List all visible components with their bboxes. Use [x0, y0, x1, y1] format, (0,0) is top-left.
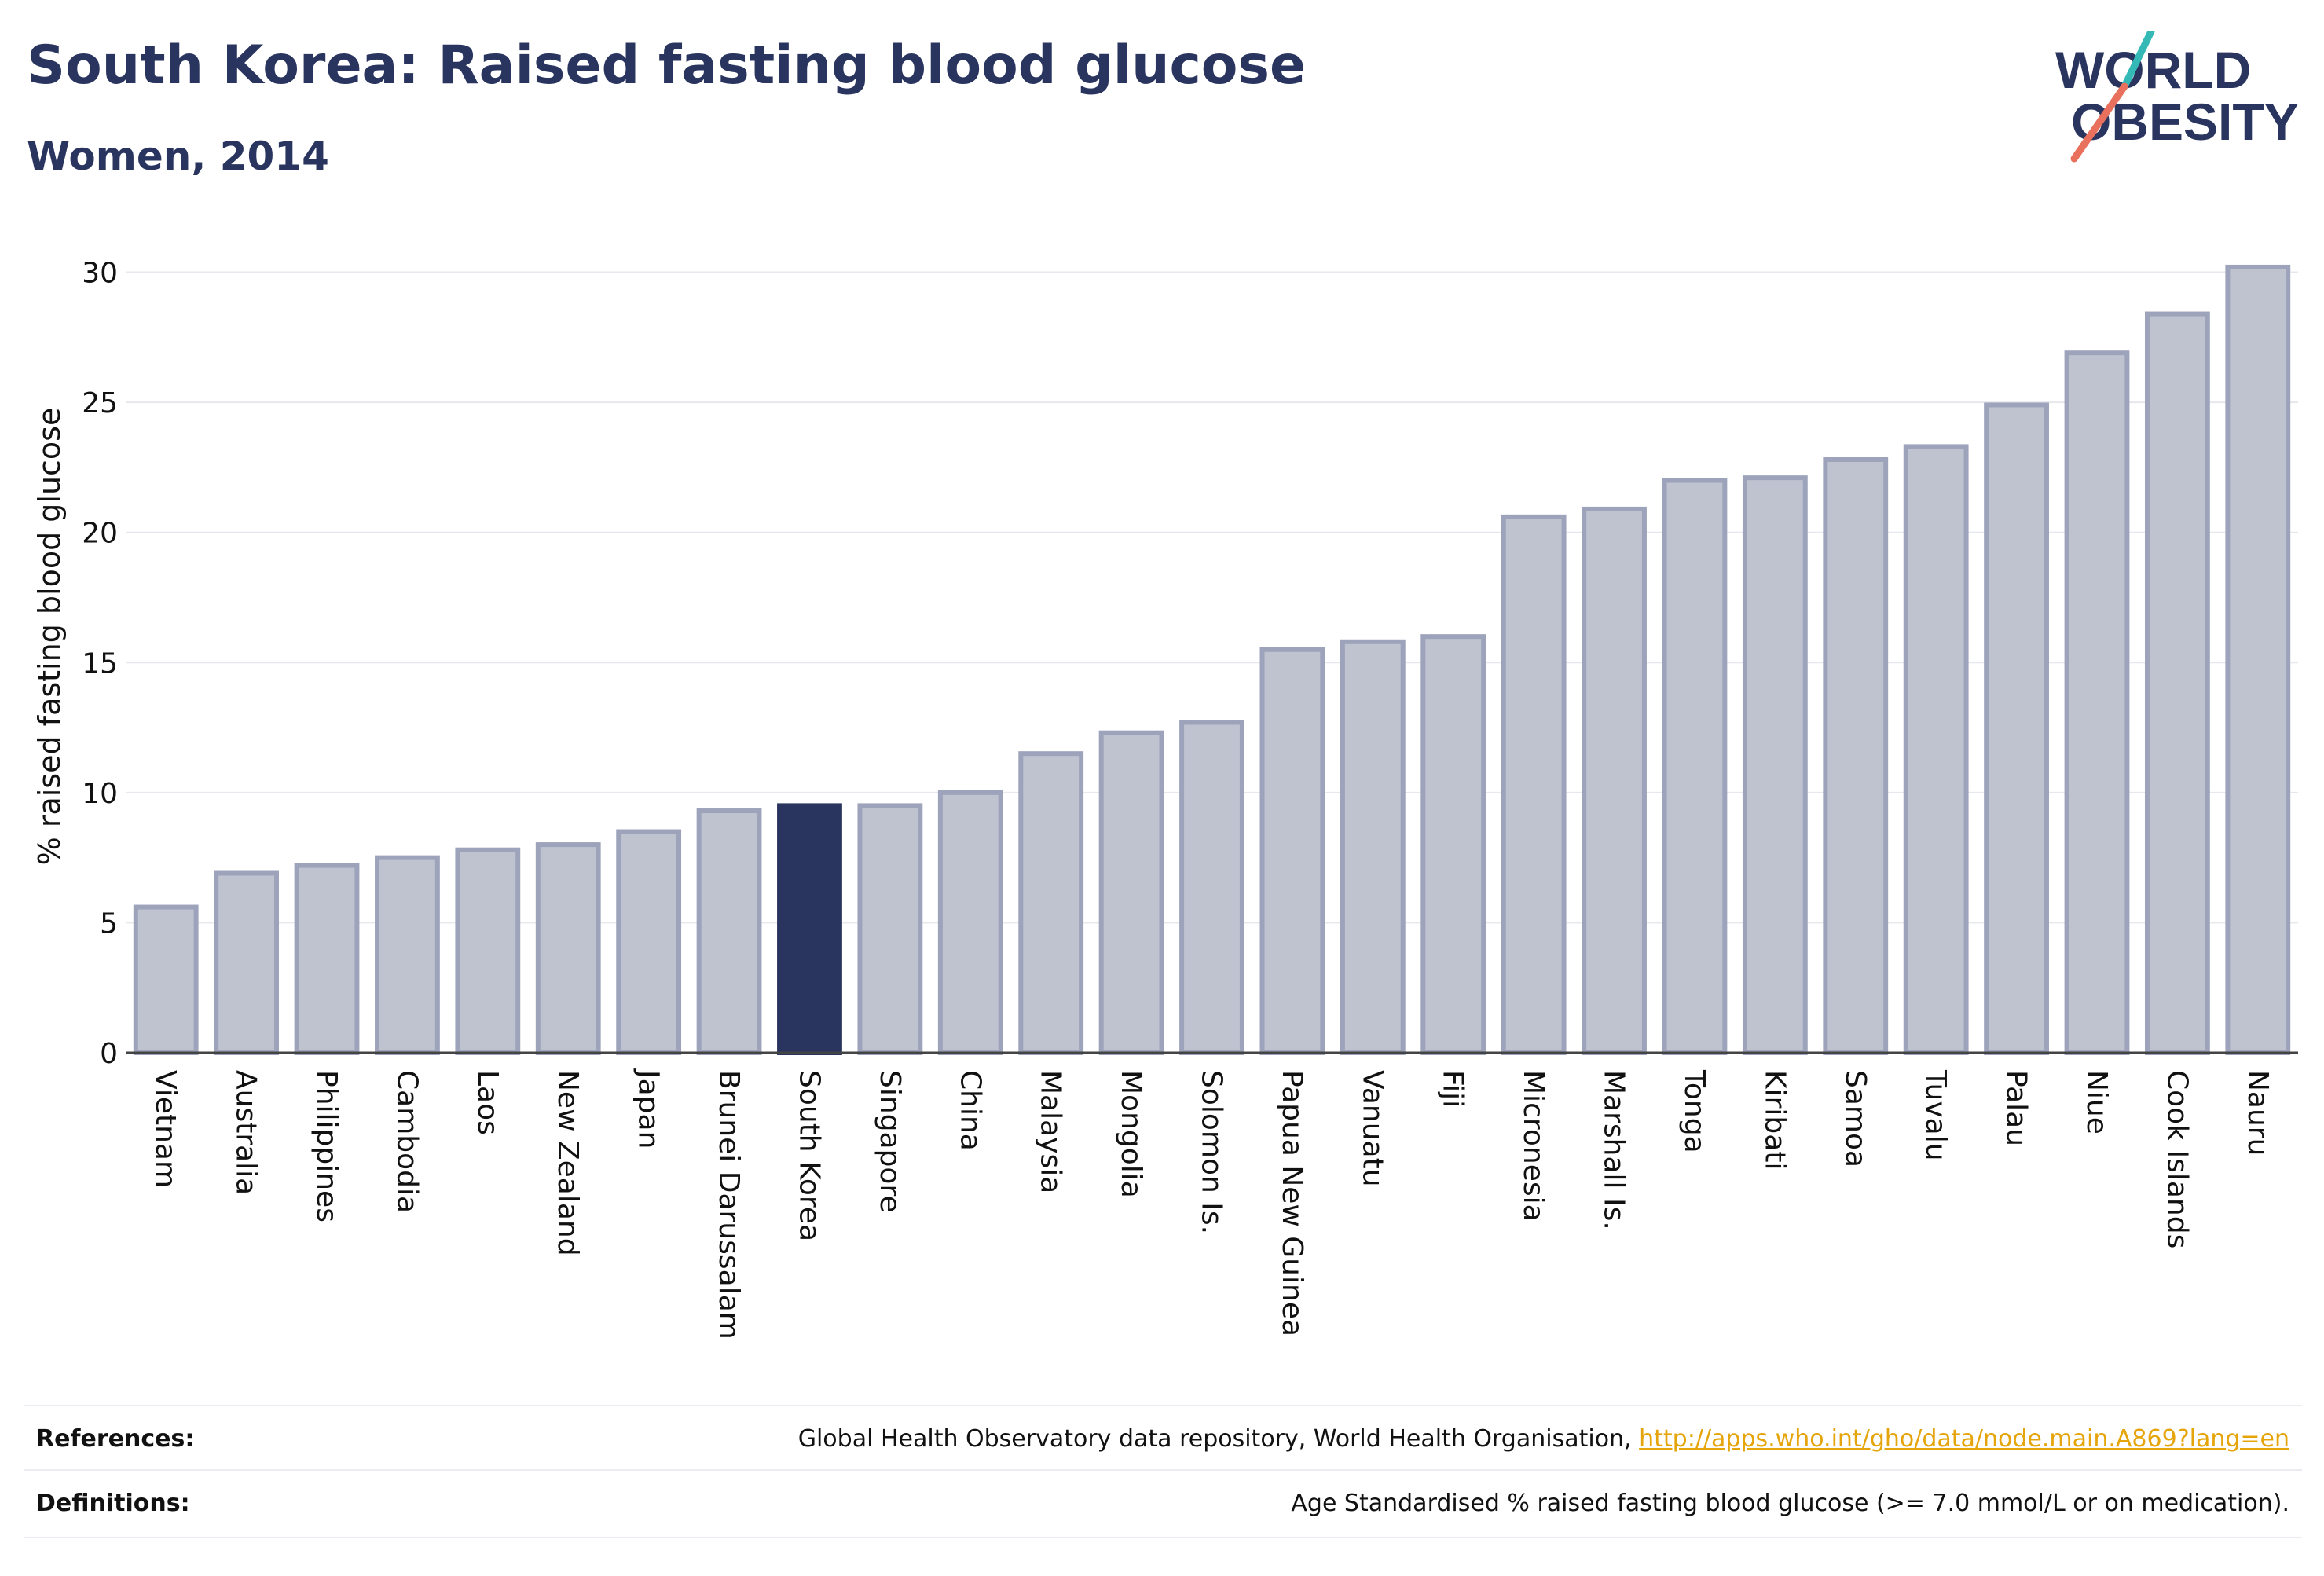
bar-vanuatu[interactable]: [1340, 639, 1406, 1055]
bar-vietnam[interactable]: [133, 904, 199, 1055]
y-tick-label: 5: [100, 907, 118, 940]
logo-word-obesity: OBESITY: [2071, 93, 2299, 151]
bar-marshall-is-[interactable]: [1582, 506, 1647, 1055]
bar-singapore[interactable]: [857, 803, 923, 1055]
x-tick-label: Solomon Is.: [1196, 1070, 1228, 1234]
bar-papua-new-guinea[interactable]: [1259, 647, 1325, 1055]
x-tick-label: Marshall Is.: [1598, 1070, 1630, 1230]
bar-palau[interactable]: [1984, 402, 2049, 1055]
bar-china[interactable]: [937, 790, 1003, 1056]
bar-kiribati[interactable]: [1742, 475, 1808, 1055]
x-tick-label: Japan: [632, 1068, 665, 1149]
bar-tonga[interactable]: [1662, 478, 1728, 1055]
bar-malaysia[interactable]: [1018, 751, 1084, 1055]
bar-micronesia[interactable]: [1501, 514, 1567, 1055]
x-tick-label: Niue: [2080, 1070, 2113, 1134]
y-tick-label: 15: [82, 647, 118, 680]
bar-japan[interactable]: [616, 829, 682, 1055]
y-tick-label: 20: [82, 518, 118, 550]
logo-slash-coral: [2070, 82, 2128, 163]
y-tick-label: 10: [82, 778, 118, 810]
x-tick-label: Tonga: [1678, 1069, 1710, 1153]
definitions-row: Definitions: Age Standardised % raised f…: [24, 1469, 2302, 1538]
x-tick-label: Philippines: [310, 1070, 343, 1222]
x-tick-label: Kiribati: [1758, 1070, 1791, 1170]
x-tick-label: Fiji: [1437, 1070, 1469, 1108]
references-row: References: Global Health Observatory da…: [24, 1405, 2302, 1472]
bar-philippines[interactable]: [294, 863, 360, 1055]
y-tick-label: 0: [100, 1038, 118, 1070]
x-tick-label: Australia: [230, 1070, 262, 1195]
bar-cambodia[interactable]: [375, 855, 440, 1056]
bar-mongolia[interactable]: [1098, 730, 1164, 1055]
logo-word-world: WORLD: [2055, 41, 2251, 99]
world-obesity-logo: WORLD OBESITY: [2055, 31, 2299, 163]
bar-fiji[interactable]: [1420, 634, 1486, 1055]
x-tick-label: Mongolia: [1115, 1070, 1147, 1198]
x-tick-label: Nauru: [2242, 1070, 2274, 1156]
bar-samoa[interactable]: [1823, 456, 1889, 1055]
x-tick-label: Papua New Guinea: [1276, 1070, 1308, 1336]
definitions-label: Definitions:: [36, 1490, 190, 1517]
y-tick-label: 30: [82, 258, 118, 290]
bar-tuvalu[interactable]: [1903, 444, 1969, 1055]
bar-cook-islands[interactable]: [2144, 311, 2210, 1056]
x-tick-label: Vanuatu: [1356, 1070, 1388, 1187]
x-tick-label: China: [954, 1070, 986, 1151]
bar-solomon-is-[interactable]: [1179, 720, 1244, 1055]
bar-laos[interactable]: [455, 847, 521, 1056]
bar-brunei-darussalam[interactable]: [696, 808, 762, 1056]
references-text: Global Health Observatory data repositor…: [797, 1425, 1640, 1453]
chart-title: South Korea: Raised fasting blood glucos…: [27, 35, 1307, 97]
x-tick-label: Palau: [2000, 1070, 2033, 1146]
x-tick-label: Samoa: [1839, 1070, 1871, 1167]
y-axis-label: % raised fasting blood glucose: [32, 408, 67, 866]
x-tick-label: Malaysia: [1035, 1070, 1067, 1193]
references-link[interactable]: http://apps.who.int/gho/data/node.main.A…: [1639, 1425, 2289, 1453]
x-tick-label: Singapore: [874, 1070, 906, 1213]
x-tick-label: Cambodia: [390, 1070, 423, 1213]
references-value: Global Health Observatory data repositor…: [798, 1425, 2289, 1453]
x-tick-label: Vietnam: [149, 1070, 181, 1188]
references-label: References:: [36, 1425, 195, 1453]
x-tick-label: Cook Islands: [2161, 1070, 2193, 1248]
chart-subtitle: Women, 2014: [27, 134, 329, 179]
bar-australia[interactable]: [214, 870, 280, 1055]
bar-south-korea[interactable]: [777, 803, 842, 1055]
x-tick-label: South Korea: [793, 1070, 825, 1241]
logo-slash-teal: [2121, 31, 2155, 90]
x-tick-label: Brunei Darussalam: [713, 1070, 745, 1340]
bar-niue[interactable]: [2064, 350, 2130, 1055]
x-tick-label: Laos: [471, 1070, 504, 1135]
bar-chart: 0 5 10 15 20 25 30 Vietnam Australia Philippines C…: [32, 258, 2298, 1340]
bar-new-zealand[interactable]: [535, 842, 601, 1055]
definitions-value: Age Standardised % raised fasting blood …: [1291, 1490, 2289, 1517]
x-tick-label: Tuvalu: [1919, 1069, 1952, 1161]
y-tick-label: 25: [82, 387, 118, 420]
bar-layer: [133, 264, 2291, 1056]
x-tick-label: New Zealand: [552, 1070, 584, 1256]
bar-nauru[interactable]: [2225, 264, 2291, 1055]
axis-layer: 0 5 10 15 20 25 30 Vietnam Australia Philippines C…: [82, 258, 2298, 1340]
x-tick-label: Micronesia: [1517, 1070, 1549, 1222]
